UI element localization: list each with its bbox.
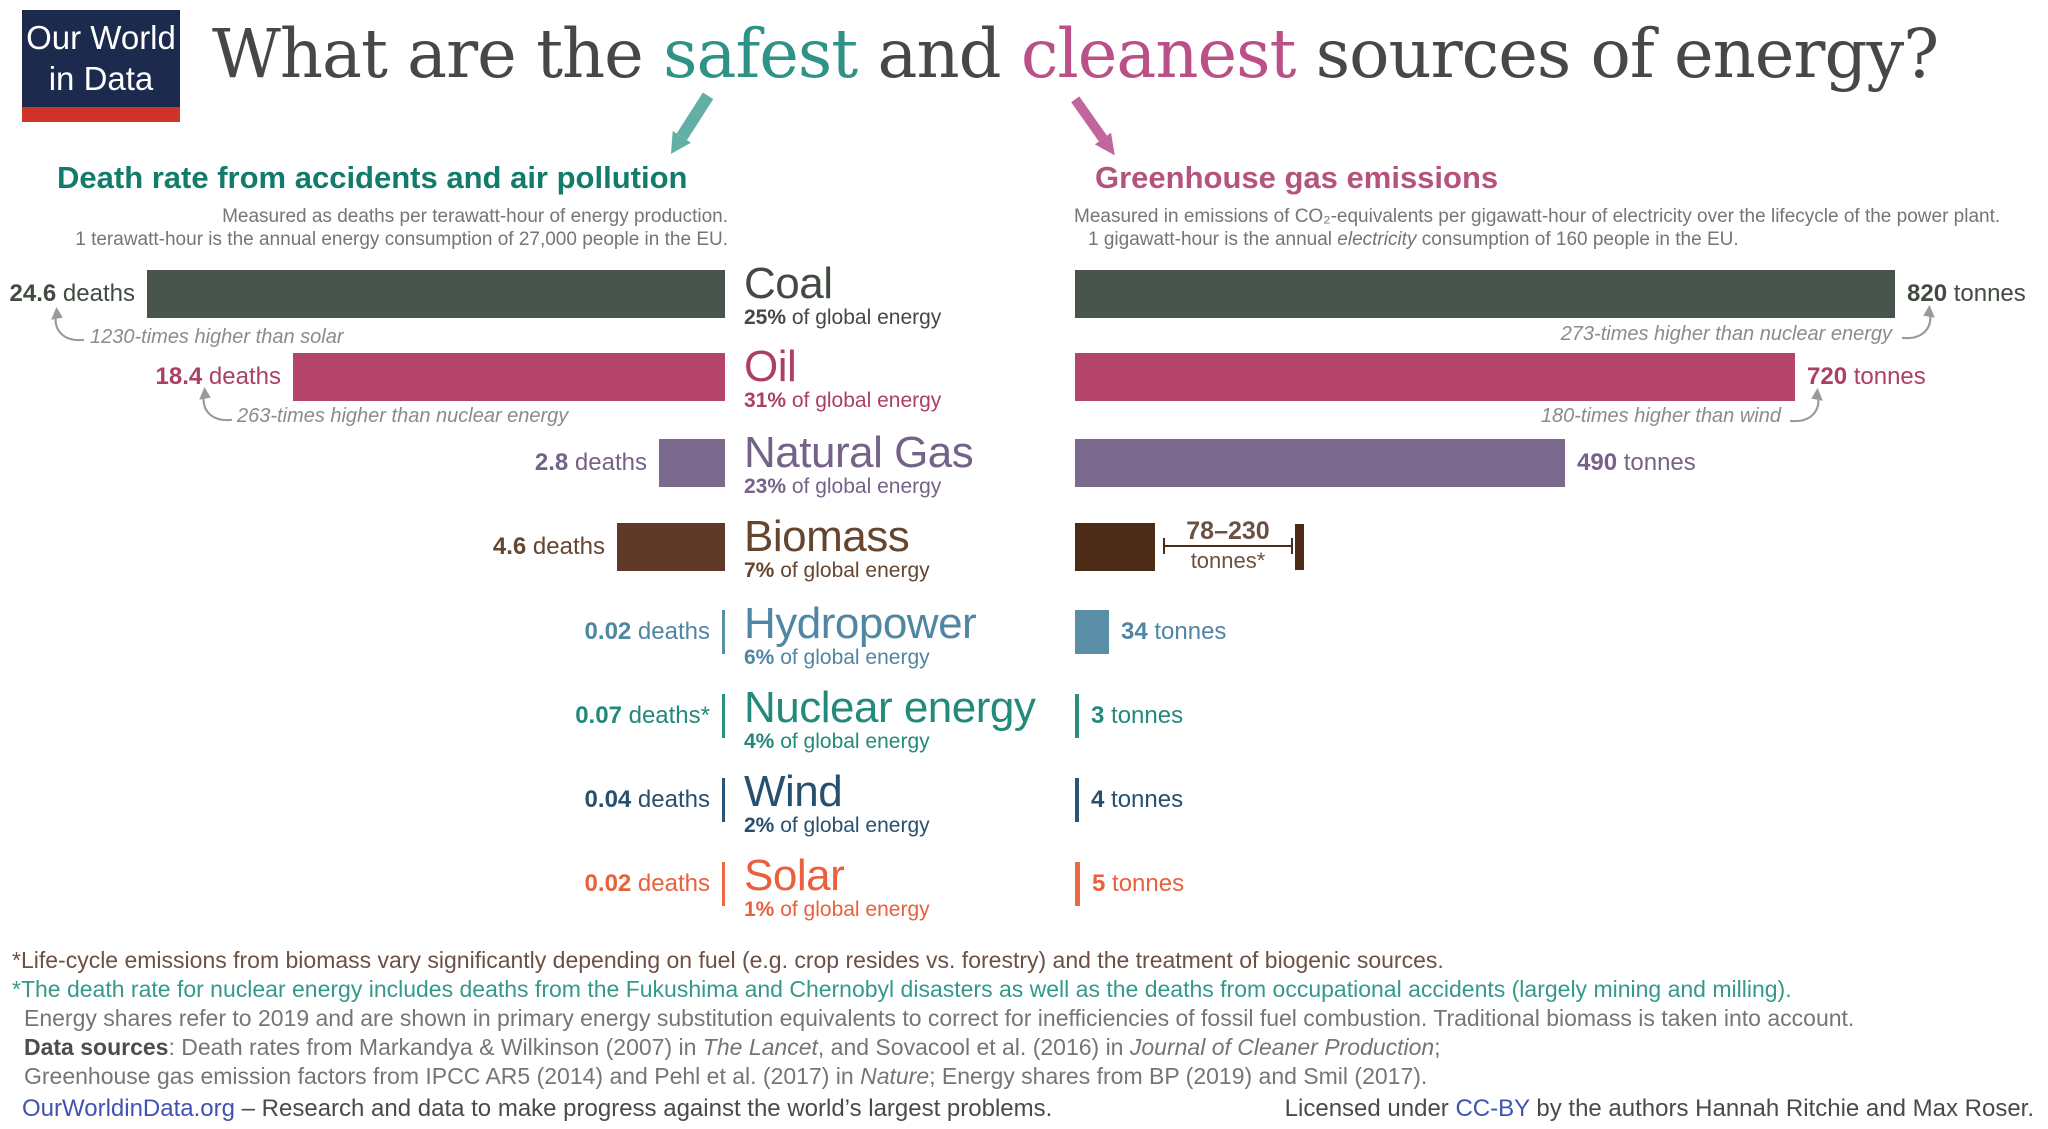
row-oil-deaths-label: 18.4 deaths (155, 363, 281, 390)
row-coal-tonnes-label: 820 tonnes (1907, 280, 2026, 307)
right-chart-title: Greenhouse gas emissions (1095, 160, 1499, 195)
row-nuclear-right-bar (1075, 694, 1079, 738)
left-chart-title: Death rate from accidents and air pollut… (57, 160, 688, 195)
row-biomass-whisker-cap (1291, 538, 1293, 554)
right-chart-subtitle-line1: Measured in emissions of CO₂-equivalents… (1074, 206, 2001, 227)
owid-logo-text: Our World in Data (22, 10, 180, 99)
footnote-line-3: Energy shares refer to 2019 and are show… (24, 1005, 1855, 1031)
row-wind-share: 2% of global energy (744, 814, 930, 837)
row-biomass-left-bar (617, 523, 725, 571)
right-chart-subtitle: Measured in emissions of CO₂-equivalents… (1074, 205, 2000, 251)
bottom-left-credit: OurWorldinData.org – Research and data t… (22, 1094, 1052, 1123)
row-wind-name: Wind (744, 767, 843, 816)
cleanest-arrow-icon (1058, 96, 1132, 167)
row-biomass-range-max-bar (1295, 524, 1304, 570)
row-natural-gas-share: 23% of global energy (744, 475, 942, 498)
row-oil-tonnes-label: 720 tonnes (1807, 363, 1926, 390)
row-hydropower-left-bar (722, 610, 725, 654)
bottom-left-line: OurWorldinData.org – Research and data t… (22, 1095, 1053, 1122)
safest-arrow-icon (652, 92, 724, 165)
owid-logo-red-bar (22, 107, 180, 122)
row-natural-gas-right-bar (1075, 439, 1565, 487)
row-solar-tonnes-label: 5 tonnes (1092, 870, 1185, 897)
row-biomass-range-label: 78–230 (1186, 517, 1270, 545)
row-wind-deaths-label: 0.04 deaths (584, 786, 710, 813)
row-biomass-deaths-label: 4.6 deaths (492, 533, 605, 560)
footnote-line-4: Data sources: Death rates from Markandya… (24, 1034, 1441, 1060)
row-oil-left-bar (293, 353, 725, 401)
row-solar-right-bar (1075, 862, 1080, 906)
row-nuclear-tonnes-label: 3 tonnes (1091, 702, 1184, 729)
row-wind-left-bar (722, 778, 725, 822)
annotation-oil-right: 180-times higher than wind (1540, 405, 1781, 427)
right-chart-subtitle-line2: 1 gigawatt-hour is the annual electricit… (1088, 229, 1739, 250)
title-mid: and (857, 15, 1021, 93)
annotation-arrow-coal-right-icon (1900, 304, 1938, 347)
row-coal-left-bar (147, 270, 725, 318)
row-natural-gas-tonnes-label: 490 tonnes (1577, 449, 1696, 476)
row-nuclear-name: Nuclear energy (744, 683, 1036, 732)
row-nuclear-left-bar (722, 694, 725, 738)
row-coal-deaths-label: 24.6 deaths (9, 280, 135, 307)
row-natural-gas-name: Natural Gas (744, 428, 974, 477)
left-chart-subtitle-line1: Measured as deaths per terawatt-hour of … (222, 206, 728, 227)
row-hydropower-name: Hydropower (744, 599, 977, 648)
footnote-line-2: *The death rate for nuclear energy inclu… (12, 976, 1792, 1002)
row-oil-right-bar (1075, 353, 1795, 401)
cc-by-link[interactable]: CC-BY (1455, 1095, 1530, 1122)
row-nuclear-deaths-label: 0.07 deaths* (575, 702, 710, 729)
page-title: What are the safest and cleanest sources… (212, 14, 1939, 94)
owid-logo: Our World in Data (22, 10, 180, 122)
bottom-right-license: Licensed under CC-BY by the authors Hann… (1285, 1094, 2034, 1123)
owid-logo-line2: in Data (48, 60, 154, 97)
ourworldindata-link[interactable]: OurWorldinData.org (22, 1095, 235, 1122)
row-solar-name: Solar (744, 851, 845, 900)
row-biomass-range-unit: tonnes* (1190, 548, 1266, 573)
row-coal-name: Coal (744, 259, 833, 308)
row-biomass-name: Biomass (744, 512, 910, 561)
row-natural-gas-left-bar (659, 439, 725, 487)
title-post: sources of energy? (1295, 15, 1939, 93)
row-wind-tonnes-label: 4 tonnes (1091, 786, 1184, 813)
row-coal-share: 25% of global energy (744, 306, 942, 329)
annotation-arrow-oil-right-icon (1788, 387, 1826, 430)
annotation-oil-left: 263-times higher than nuclear energy (237, 405, 569, 427)
row-biomass-range-whisker (1163, 545, 1293, 547)
footnotes: *Life-cycle emissions from biomass vary … (12, 946, 2036, 1091)
left-chart-subtitle-line2: 1 terawatt-hour is the annual energy con… (75, 229, 728, 250)
row-solar-left-bar (722, 862, 725, 906)
row-hydropower-deaths-label: 0.02 deaths (584, 618, 710, 645)
left-chart-subtitle: Measured as deaths per terawatt-hour of … (57, 205, 728, 251)
row-oil-share: 31% of global energy (744, 389, 942, 412)
title-pre: What are the (212, 15, 664, 93)
owid-logo-line1: Our World (26, 19, 176, 56)
bottom-right-line: Licensed under CC-BY by the authors Hann… (1284, 1095, 2034, 1122)
title-cleanest: cleanest (1020, 15, 1297, 93)
row-hydropower-share: 6% of global energy (744, 646, 930, 669)
row-hydropower-tonnes-label: 34 tonnes (1121, 618, 1227, 645)
row-solar-deaths-label: 0.02 deaths (584, 870, 710, 897)
row-oil-name: Oil (744, 342, 797, 391)
title-safest: safest (663, 15, 858, 93)
annotation-coal-left: 1230-times higher than solar (90, 326, 344, 348)
row-biomass-share: 7% of global energy (744, 559, 930, 582)
row-natural-gas-deaths-label: 2.8 deaths (534, 449, 647, 476)
row-solar-share: 1% of global energy (744, 898, 930, 921)
annotation-arrow-coal-left-icon (48, 306, 86, 349)
footnote-line-1: *Life-cycle emissions from biomass vary … (12, 947, 1444, 973)
footnote-line-5: Greenhouse gas emission factors from IPC… (24, 1063, 1428, 1089)
row-biomass-right-bar (1075, 523, 1155, 571)
annotation-arrow-oil-left-icon (196, 386, 234, 429)
row-hydropower-right-bar (1075, 610, 1109, 654)
row-wind-right-bar (1075, 778, 1079, 822)
row-biomass-whisker-cap (1163, 538, 1165, 554)
annotation-coal-right: 273-times higher than nuclear energy (1560, 323, 1892, 345)
row-coal-right-bar (1075, 270, 1895, 318)
row-nuclear-share: 4% of global energy (744, 730, 930, 753)
